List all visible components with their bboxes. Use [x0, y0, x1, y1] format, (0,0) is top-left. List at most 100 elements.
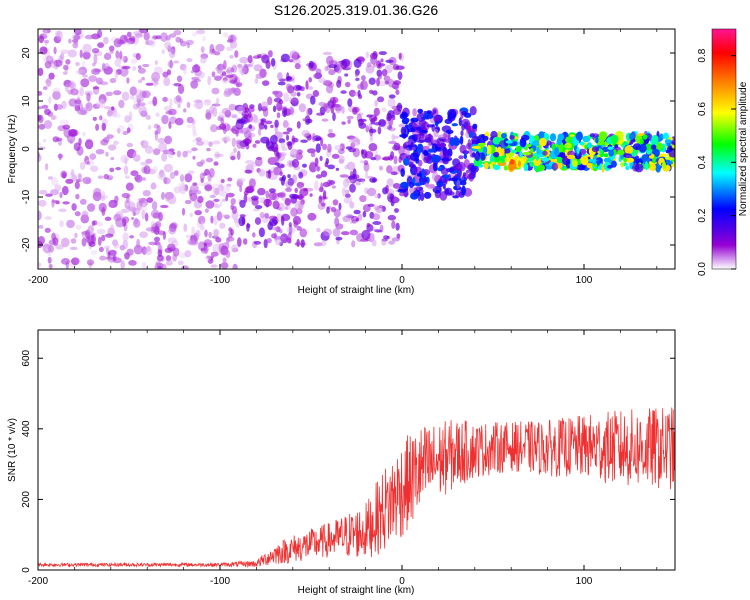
heatmap-blob [158, 142, 168, 152]
heatmap-blob [338, 155, 345, 164]
heatmap-blob [195, 229, 201, 237]
heatmap-blob [98, 246, 104, 253]
heatmap-blob [61, 185, 69, 196]
heatmap-blob [596, 158, 601, 166]
heatmap-blob [336, 79, 342, 88]
heatmap-blob [176, 150, 182, 158]
heatmap-blob [169, 98, 173, 108]
heatmap-blob [149, 38, 156, 48]
heatmap-blob [211, 71, 216, 78]
heatmap-blob [81, 210, 89, 221]
heatmap-blob [54, 184, 62, 192]
heatmap-blob [56, 30, 63, 41]
heatmap-blob [133, 31, 143, 36]
heatmap-blob [177, 260, 184, 266]
heatmap-blob [237, 237, 242, 247]
heatmap-blob [377, 73, 382, 80]
heatmap-blob [154, 236, 160, 243]
heatmap-blob [38, 123, 46, 130]
heatmap-blob [251, 195, 259, 201]
heatmap-blob [95, 149, 105, 155]
heatmap-blob [270, 124, 274, 129]
heatmap-blob [286, 75, 293, 81]
heatmap-blob [38, 236, 45, 245]
heatmap-blob [172, 253, 178, 262]
heatmap-blob [343, 178, 349, 188]
heatmap-blob [427, 142, 432, 148]
heatmap-blob [168, 121, 172, 129]
heatmap-blob [327, 179, 333, 187]
heatmap-blob [58, 208, 67, 213]
heatmap-blob [324, 66, 329, 72]
heatmap-blob [103, 106, 111, 110]
heatmap-blob [145, 227, 154, 232]
heatmap-blob [96, 100, 102, 108]
heatmap-blob [383, 75, 391, 82]
heatmap-blob [369, 89, 374, 94]
heatmap-blob [587, 158, 597, 163]
heatmap-blob [397, 71, 403, 80]
heatmap-blob [101, 122, 107, 131]
heatmap-blob [126, 31, 132, 38]
heatmap-blob [301, 130, 311, 137]
heatmap-blob [229, 55, 234, 59]
heatmap-blob [378, 165, 384, 171]
heatmap-blob [653, 148, 660, 158]
heatmap-blob [347, 98, 353, 107]
heatmap-blob [254, 157, 263, 167]
heatmap-blob [501, 133, 507, 139]
heatmap-blob [138, 79, 143, 84]
heatmap-blob [70, 238, 77, 244]
heatmap-blob [315, 137, 322, 141]
heatmap-blob [173, 60, 180, 64]
heatmap-blob [121, 65, 131, 70]
heatmap-blob [109, 50, 114, 54]
heatmap-blob [43, 138, 46, 143]
heatmap-blob [442, 159, 449, 165]
heatmap-blob [449, 137, 455, 147]
heatmap-blob [455, 190, 460, 199]
heatmap-blob [662, 161, 666, 170]
heatmap-blob [291, 74, 296, 83]
heatmap-blob [265, 190, 270, 199]
heatmap-blob [365, 51, 369, 59]
heatmap-blob [309, 161, 316, 168]
heatmap-blob [38, 153, 42, 163]
heatmap-blob [332, 112, 336, 122]
heatmap-blob [186, 124, 195, 128]
x-tick-label: 100 [576, 576, 593, 587]
y-tick-label: 400 [21, 420, 32, 437]
heatmap-blob [355, 73, 359, 78]
heatmap-blob [313, 242, 323, 247]
heatmap-blob [373, 228, 379, 232]
heatmap-blob [247, 196, 252, 202]
heatmap-blob [640, 138, 644, 145]
heatmap-blob [236, 123, 242, 128]
heatmap-blob [385, 59, 394, 63]
heatmap-blob [459, 135, 464, 145]
heatmap-blob [378, 204, 384, 209]
heatmap-blob [238, 216, 246, 227]
heatmap-ylabel: Frequency (Hz) [7, 115, 18, 184]
heatmap-blob [526, 143, 532, 148]
heatmap-blob [351, 240, 356, 248]
heatmap-blob [71, 257, 80, 266]
heatmap-blob [265, 139, 270, 146]
heatmap-blob [60, 49, 69, 54]
heatmap-blob [208, 168, 215, 178]
heatmap-blob [160, 204, 169, 209]
heatmap-blob [423, 150, 429, 156]
heatmap-blob [220, 117, 225, 125]
heatmap-blob [124, 175, 130, 180]
heatmap-blob [504, 156, 511, 163]
heatmap-blob [197, 195, 204, 204]
heatmap-blob [493, 151, 500, 158]
heatmap-blob [353, 209, 361, 215]
x-tick-label: -100 [210, 576, 230, 587]
heatmap-blob [139, 231, 149, 238]
heatmap-blob [202, 35, 206, 42]
heatmap-blob [113, 213, 122, 222]
heatmap-blob [234, 50, 239, 58]
heatmap-blob [81, 237, 87, 247]
heatmap-blob [367, 187, 377, 197]
